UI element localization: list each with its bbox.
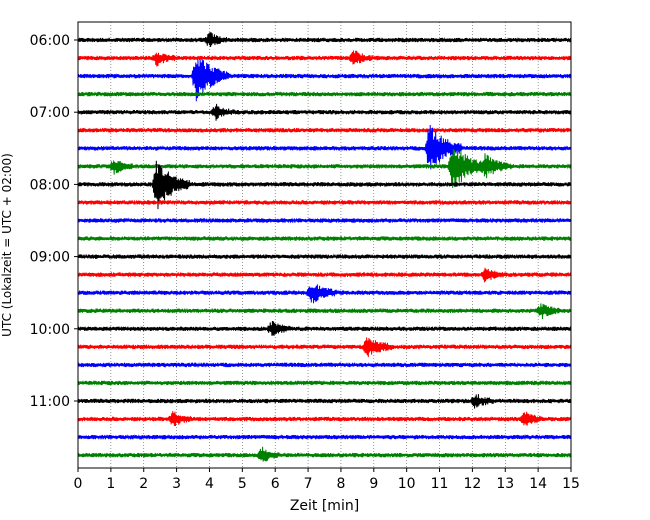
x-tick-label: 15 xyxy=(562,476,580,492)
y-axis-ticks: 06:00 07:00 08:00 09:00 10:00 11:00 xyxy=(30,33,78,410)
y-axis-label: UTC (Lokalzeit = UTC + 02:00) xyxy=(0,153,14,337)
x-tick-label: 10 xyxy=(398,476,416,492)
y-tick-label: 10:00 xyxy=(30,322,70,338)
trace-1000 xyxy=(77,321,572,336)
x-tick-label: 0 xyxy=(74,476,83,492)
y-tick-label: 07:00 xyxy=(30,105,70,121)
trace-0815 xyxy=(77,199,572,206)
trace-0830 xyxy=(77,217,572,224)
trace-1145 xyxy=(77,446,572,462)
trace-0800 xyxy=(77,160,572,210)
y-tick-label: 08:00 xyxy=(30,177,70,193)
y-tick-label: 09:00 xyxy=(30,250,70,266)
trace-1115 xyxy=(77,411,572,427)
trace-1100 xyxy=(77,394,572,409)
x-axis-ticks: 0 1 2 3 4 5 6 7 8 9 10 11 12 13 14 15 xyxy=(74,468,580,492)
x-tick-label: 14 xyxy=(529,476,547,492)
trace-0645 xyxy=(77,91,572,98)
trace-1045 xyxy=(77,379,572,386)
x-tick-label: 2 xyxy=(139,476,148,492)
trace-1030 xyxy=(77,361,572,368)
x-tick-label: 3 xyxy=(172,476,181,492)
x-tick-label: 13 xyxy=(496,476,514,492)
trace-0900 xyxy=(77,253,572,260)
trace-0845 xyxy=(77,235,572,242)
grid-lines xyxy=(110,22,539,468)
x-tick-label: 7 xyxy=(304,476,313,492)
x-axis-label: Zeit [min] xyxy=(290,498,359,514)
trace-0745 xyxy=(77,149,572,188)
trace-1015 xyxy=(77,337,572,358)
x-tick-label: 8 xyxy=(336,476,345,492)
seismogram-traces xyxy=(77,32,572,462)
x-tick-label: 12 xyxy=(463,476,481,492)
trace-0930 xyxy=(77,284,572,304)
trace-0945 xyxy=(77,303,572,320)
trace-0630 xyxy=(77,59,572,102)
trace-0730 xyxy=(77,124,572,170)
trace-0700 xyxy=(77,103,572,121)
y-tick-label: 11:00 xyxy=(30,394,70,410)
trace-1130 xyxy=(77,434,572,441)
trace-0615 xyxy=(77,50,572,67)
x-tick-label: 1 xyxy=(106,476,115,492)
x-tick-label: 6 xyxy=(271,476,280,492)
trace-0915 xyxy=(77,267,572,283)
y-tick-label: 06:00 xyxy=(30,33,70,49)
x-tick-label: 11 xyxy=(431,476,449,492)
x-tick-label: 5 xyxy=(238,476,247,492)
x-tick-label: 9 xyxy=(369,476,378,492)
plot-frame xyxy=(77,21,572,469)
trace-0600 xyxy=(77,32,572,47)
x-tick-label: 4 xyxy=(205,476,214,492)
trace-0715 xyxy=(77,127,572,134)
